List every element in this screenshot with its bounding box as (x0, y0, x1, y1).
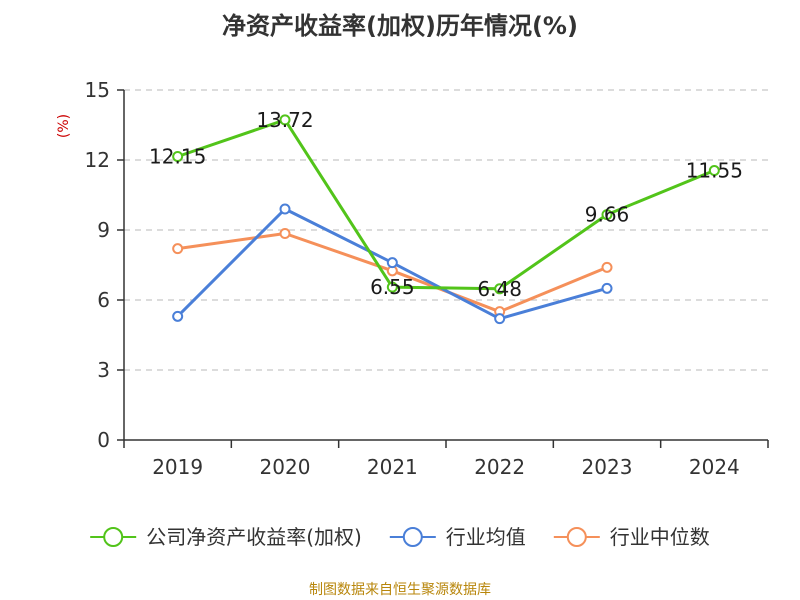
y-tick-label-15: 15 (85, 78, 110, 102)
legend-item-1[interactable]: 行业均值 (389, 525, 526, 549)
axes: 0 3 6 9 12 15 2019 2020 2021 2022 2023 2024 (85, 78, 769, 479)
legend: 公司净资产收益率(加权) 行业均值 行业中位数 (90, 525, 710, 549)
legend-label-0: 公司净资产收益率(加权) (146, 525, 362, 549)
legend-label-1: 行业均值 (446, 525, 526, 549)
series-1-point-2019 (172, 310, 184, 322)
x-tick-label-2023: 2023 (582, 455, 633, 479)
series-2-point-2020 (279, 228, 291, 239)
series-0-point-2019 (172, 151, 184, 162)
data-labels: 12.15 13.72 6.55 6.48 9.66 11.55 (149, 108, 743, 301)
legend-item-2[interactable]: 行业中位数 (553, 525, 710, 549)
x-tick-label-2022: 2022 (474, 455, 525, 479)
series-1-point-2020 (279, 203, 291, 215)
y-tick-label-12: 12 (85, 148, 110, 172)
series-2-point-2019 (172, 243, 184, 255)
series-0-point-2022 (494, 283, 506, 295)
x-tick-label-2019: 2019 (152, 455, 203, 479)
series-layer (172, 114, 720, 325)
legend-marker-icon (402, 527, 423, 547)
series-0-point-2020 (279, 114, 291, 126)
x-tick-label-2024: 2024 (689, 455, 740, 479)
series-0-point-2023 (601, 209, 613, 221)
data-label-2022: 6.48 (477, 277, 522, 301)
chart-title: 净资产收益率(加权)历年情况(%) (222, 12, 578, 40)
y-tick-label-9: 9 (97, 218, 110, 242)
data-label-2023: 9.66 (585, 203, 630, 227)
data-label-2020: 13.72 (256, 108, 313, 132)
series-2-point-2023 (601, 261, 613, 273)
legend-label-2: 行业中位数 (610, 525, 710, 549)
y-tick-label-3: 3 (97, 358, 110, 382)
series-1-point-2021 (386, 257, 398, 269)
series-0-point-2024 (708, 165, 720, 176)
data-label-2021: 6.55 (370, 275, 415, 299)
legend-marker-icon (566, 527, 587, 547)
series-0-point-2021 (386, 281, 398, 293)
x-tick-label-2021: 2021 (367, 455, 418, 479)
y-axis-unit-label: (%) (56, 114, 72, 138)
series-1-point-2022 (494, 313, 506, 325)
x-tick-label-2020: 2020 (260, 455, 311, 479)
series-line-0 (177, 118, 715, 291)
data-label-2024: 11.55 (686, 159, 743, 183)
legend-marker-icon (103, 527, 124, 547)
source-note: 制图数据来自恒生聚源数据库 (309, 582, 491, 598)
series-1-point-2023 (601, 282, 613, 294)
data-label-2019: 12.15 (149, 145, 206, 169)
legend-item-0[interactable]: 公司净资产收益率(加权) (90, 525, 362, 549)
y-tick-label-0: 0 (97, 428, 110, 452)
y-tick-label-6: 6 (97, 288, 110, 312)
grid-lines (124, 89, 768, 371)
